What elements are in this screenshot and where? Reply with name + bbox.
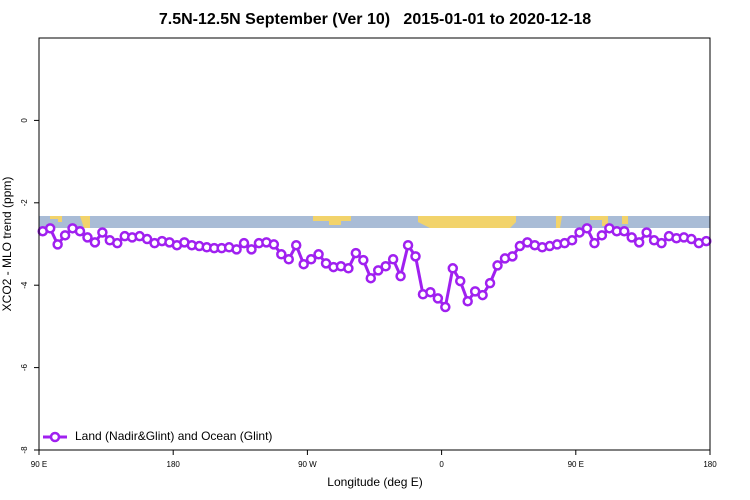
data-point [626, 232, 637, 243]
data-point [619, 225, 630, 237]
legend-label: Land (Nadir&Glint) and Ocean (Glint) [75, 429, 272, 443]
data-point [52, 239, 63, 250]
data-point [350, 247, 362, 259]
x-tick-label: 90 E [568, 460, 584, 469]
data-point [238, 237, 250, 249]
data-point [402, 239, 414, 251]
data-point [477, 289, 488, 301]
data-point [574, 227, 585, 238]
data-point [231, 244, 242, 255]
data-point [395, 270, 406, 282]
ocean-strip [39, 216, 710, 228]
data-point [343, 263, 354, 274]
data-point [89, 237, 101, 248]
data-point [492, 260, 503, 271]
y-tick-label: -2 [20, 199, 29, 207]
land-strip [50, 216, 628, 228]
legend-marker [49, 431, 61, 443]
data-point [298, 258, 309, 270]
y-tick-label: 0 [20, 118, 29, 123]
data-point [462, 296, 473, 307]
data-point [380, 260, 391, 272]
data-point [641, 227, 652, 238]
data-point [454, 275, 466, 287]
x-tick-label: 90 W [298, 460, 317, 469]
map-strip [39, 216, 710, 228]
x-tick-label: 0 [439, 460, 444, 469]
data-point [97, 227, 108, 238]
data-point [507, 251, 518, 262]
data-point [425, 286, 436, 298]
plot-area: 90 E 180 90 W 0 90 E 180 -8 -6 -4 -2 0 Land (Nadir&… [20, 118, 717, 469]
data-point [305, 253, 317, 265]
data-point [633, 237, 645, 248]
data-point [484, 277, 496, 289]
chart-title: 7.5N-12.5N September (Ver 10) 2015-01-01… [159, 11, 591, 28]
x-axis-label: Longitude (deg E) [327, 475, 422, 489]
x-tick-label: 180 [167, 460, 181, 469]
data-point [410, 251, 421, 262]
x-tick-label: 180 [703, 460, 717, 469]
data-point [440, 301, 451, 313]
data-point [290, 239, 302, 251]
data-point [283, 253, 295, 265]
data-point [246, 244, 257, 255]
data-point [358, 254, 369, 266]
y-tick-label: -6 [20, 363, 29, 371]
data-point [656, 237, 667, 249]
x-tick-label: 90 E [31, 460, 47, 469]
data-point [268, 239, 280, 250]
y-tick-label: -8 [20, 446, 29, 454]
data-point [59, 230, 71, 241]
data-point [432, 293, 444, 304]
data-point [596, 230, 608, 241]
data-point [387, 253, 399, 265]
data-point [566, 235, 578, 246]
data-point [44, 223, 56, 234]
data-point [276, 249, 287, 260]
data-point [447, 263, 459, 274]
y-axis-label: XCO2 - MLO trend (ppm) [0, 177, 14, 312]
data-point [581, 223, 593, 234]
data-point [141, 233, 153, 245]
data-point [82, 232, 93, 243]
data-point [589, 237, 600, 249]
data-point [74, 225, 86, 237]
data-point [313, 249, 324, 260]
plot-border [38, 37, 711, 451]
data-point [365, 272, 377, 284]
data-point [372, 265, 384, 276]
y-tick-label: -4 [20, 281, 29, 289]
data-point [112, 237, 123, 249]
data-point [701, 235, 712, 247]
data-point [686, 233, 697, 245]
